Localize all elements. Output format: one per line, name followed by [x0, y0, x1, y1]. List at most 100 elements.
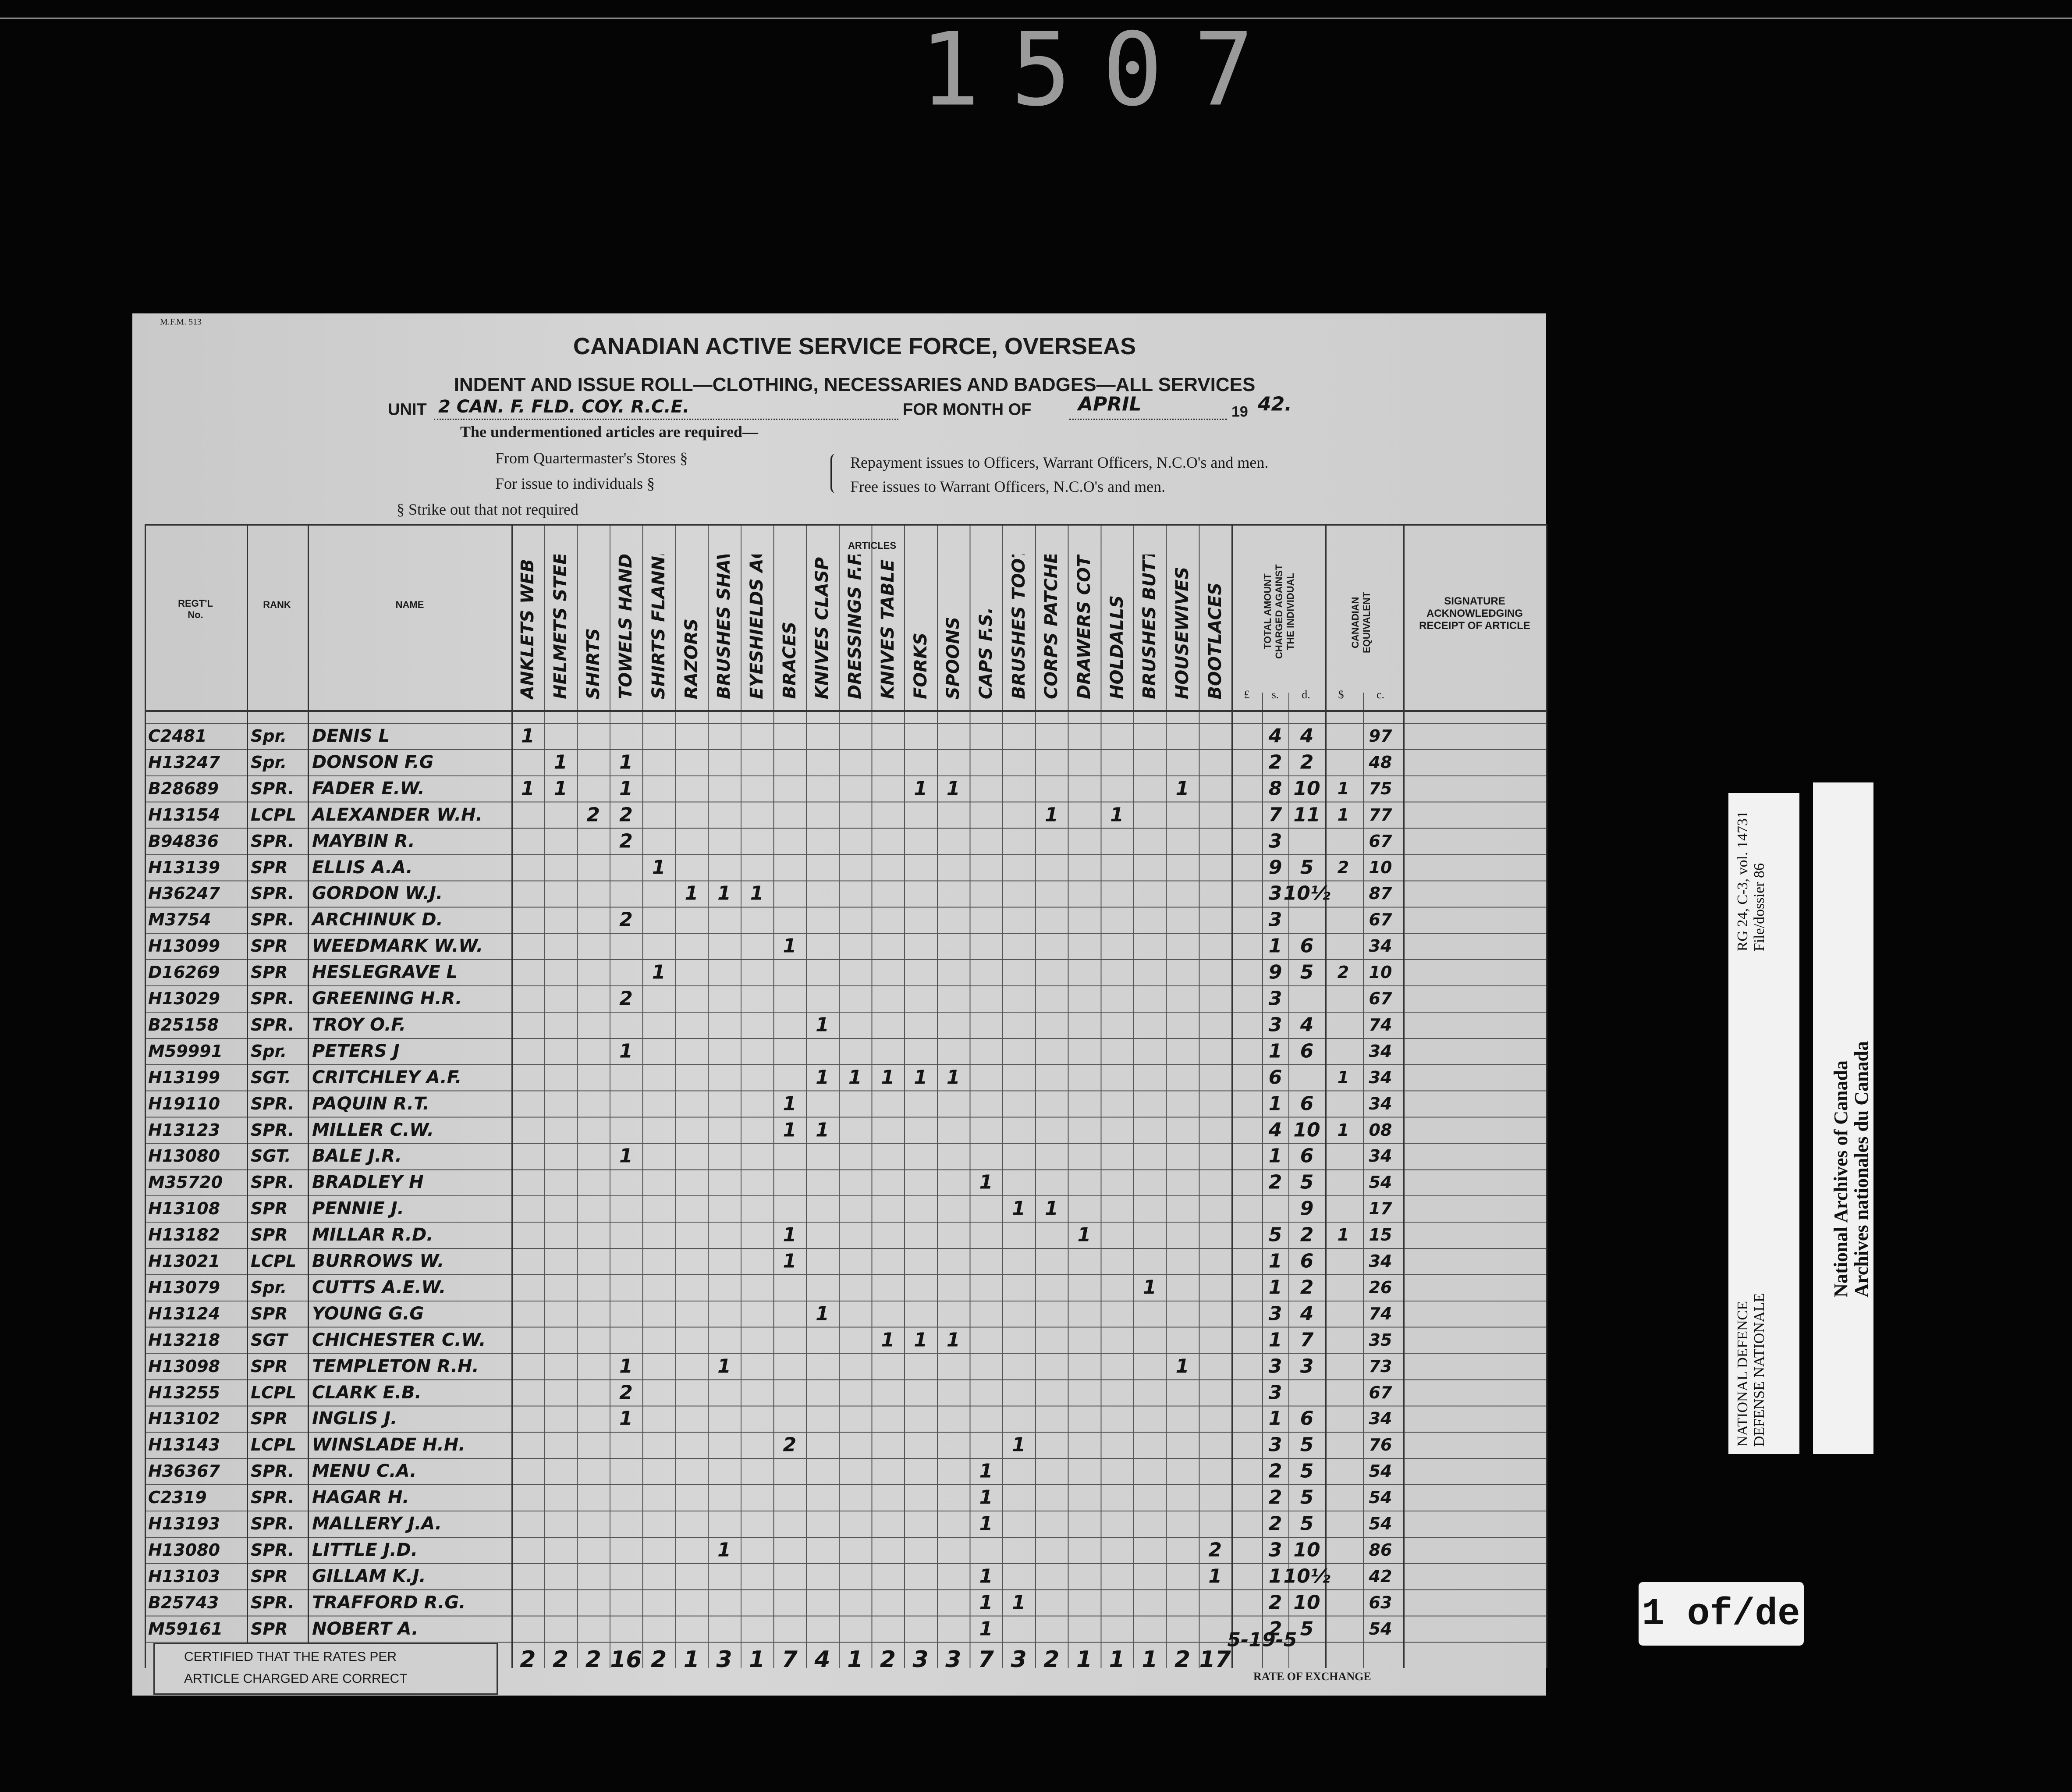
item-count: 1: [521, 725, 535, 747]
item-count: 1: [979, 1565, 993, 1588]
sub-column-rule: [1363, 693, 1364, 1668]
regt-number: H19110: [148, 1094, 220, 1113]
month-label: FOR MONTH OF: [903, 400, 1032, 419]
name: CRITCHLEY A.F.: [312, 1067, 462, 1088]
amount-pence: 5: [1300, 856, 1314, 878]
article-header: SPOONS: [943, 616, 964, 699]
article-header: BRUSHES BUTTON: [1139, 555, 1160, 699]
article-header: ANKLETS WEB: [518, 558, 538, 699]
article-total: 1: [683, 1646, 699, 1673]
year-value: 42.: [1258, 393, 1292, 416]
rank: SGT.: [251, 1067, 291, 1087]
form-code: M.F.M. 513: [160, 317, 202, 327]
regt-number: H13099: [148, 936, 220, 956]
amount-pence: 10: [1293, 1119, 1320, 1141]
item-count: 1: [685, 882, 699, 905]
item-count: 1: [619, 1407, 633, 1430]
right-strip: [1813, 782, 1873, 1454]
required-intro: The undermentioned articles are required…: [460, 423, 758, 441]
name: GREENING H.R.: [312, 988, 462, 1009]
rank: SPR.: [251, 1488, 294, 1508]
article-header: HELMETS STEEL W/CHINSTRAP: [550, 555, 571, 699]
frame-number: 1507: [919, 11, 1285, 129]
form-title: CANADIAN ACTIVE SERVICE FORCE, OVERSEAS: [573, 333, 1136, 359]
brace: [830, 454, 838, 493]
rank: SPR.: [251, 1120, 294, 1140]
equivalent-cents: 26: [1369, 1277, 1392, 1297]
item-count: 1: [652, 856, 666, 878]
item-count: 2: [619, 804, 633, 826]
sub-column-rule: [1262, 693, 1263, 1668]
form-subtitle: INDENT AND ISSUE ROLL—CLOTHING, NECESSAR…: [454, 374, 1256, 395]
amount-pence: 4: [1300, 1013, 1314, 1036]
canadian-header: CANADIAN EQUIVALENT: [1350, 591, 1372, 654]
item-count: 1: [1077, 1223, 1091, 1246]
name: DENIS L: [312, 726, 390, 746]
article-total: 7: [781, 1646, 798, 1673]
amount-shillings: 2: [1268, 1486, 1282, 1509]
header-bottom-rule: [145, 710, 1546, 712]
article-header: BOOTLACES: [1205, 582, 1225, 699]
column-rule: [1325, 524, 1327, 1668]
amount-shillings: 3: [1268, 1013, 1282, 1036]
article-total: 3: [912, 1646, 929, 1673]
rank: Spr.: [251, 1277, 287, 1297]
amount-shillings: 4: [1268, 1119, 1282, 1141]
archives-en: National Archives of Canada: [1830, 1060, 1852, 1298]
name: PETERS J: [312, 1041, 400, 1061]
equivalent-cents: 54: [1369, 1488, 1392, 1508]
item-count: 2: [619, 908, 633, 931]
certified-line-1: CERTIFIED THAT THE RATES PER: [184, 1650, 397, 1664]
amount-shillings: 1: [1268, 1040, 1282, 1063]
regt-number: H13021: [148, 1252, 220, 1271]
rank: LCPL: [251, 1435, 297, 1455]
sub-column-rule: [1288, 693, 1289, 1668]
equivalent-dollars: 2: [1337, 963, 1349, 982]
item-count: 1: [619, 751, 633, 774]
amount-shillings: 1: [1268, 1276, 1282, 1299]
amount-pence: 11: [1293, 804, 1320, 826]
item-count: 1: [914, 1329, 927, 1351]
free-issue: Free issues to Warrant Officers, N.C.O's…: [850, 478, 1166, 495]
item-count: 1: [783, 935, 797, 957]
article-header: KNIVES CLASP: [812, 557, 833, 699]
amount-shillings: 9: [1268, 961, 1282, 984]
equivalent-cents: 54: [1369, 1619, 1392, 1639]
article-total: 2: [1174, 1646, 1191, 1673]
article-total: 16: [610, 1646, 642, 1673]
item-count: 2: [783, 1433, 797, 1456]
name: ELLIS A.A.: [312, 857, 413, 878]
item-count: 1: [521, 777, 535, 800]
article-header: CAPS F.S.: [976, 607, 996, 699]
total-header: TOTAL AMOUNT CHARGED AGAINST THE INDIVID…: [1262, 564, 1296, 659]
rank: SPR.: [251, 1514, 294, 1533]
defence-fr: DEFENSE NATIONALE: [1751, 1293, 1767, 1447]
name: BRADLEY H: [312, 1172, 424, 1193]
equivalent-cents: 17: [1369, 1199, 1392, 1219]
name: ALEXANDER W.H.: [312, 804, 483, 825]
archives-fr: Archives nationales du Canada: [1851, 1041, 1872, 1298]
name: TROY O.F.: [312, 1014, 406, 1035]
rank: SPR: [251, 1409, 288, 1429]
amount-shillings: 7: [1268, 804, 1282, 826]
item-count: 1: [816, 1302, 829, 1325]
column-rule: [145, 524, 146, 1668]
name: FADER E.W.: [312, 778, 425, 799]
name: YOUNG G.G: [312, 1303, 424, 1324]
rank: SPR: [251, 1199, 288, 1219]
equivalent-cents: 74: [1369, 1304, 1392, 1323]
month-line: [1069, 419, 1227, 420]
article-total: 4: [814, 1646, 830, 1673]
name: MILLAR R.D.: [312, 1225, 433, 1245]
amount-pence: 10½: [1283, 882, 1330, 905]
equivalent-cents: 34: [1369, 1067, 1392, 1087]
regt-number: B25743: [148, 1593, 219, 1612]
regt-number: C2481: [148, 726, 207, 746]
for-issue: For issue to individuals §: [495, 475, 655, 492]
item-count: 1: [750, 882, 764, 905]
regt-number: H13182: [148, 1225, 220, 1245]
amount-pence: 4: [1300, 725, 1314, 747]
regt-number: M3754: [148, 910, 211, 930]
item-count: 1: [914, 1066, 927, 1089]
item-count: 1: [979, 1171, 993, 1194]
